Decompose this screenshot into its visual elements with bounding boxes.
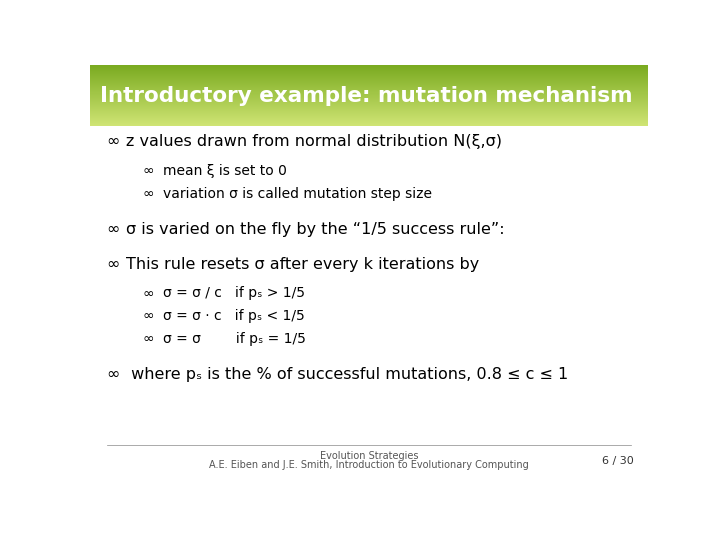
Bar [90,72,648,73]
Bar [90,93,648,94]
Text: ∞: ∞ [143,332,155,346]
Bar [90,77,648,78]
Bar [90,94,648,96]
Text: 6 / 30: 6 / 30 [603,456,634,465]
Text: where pₛ is the % of successful mutations, 0.8 ≤ c ≤ 1: where pₛ is the % of successful mutation… [126,367,569,382]
Bar [90,98,648,99]
Bar [90,124,648,125]
Text: ∞: ∞ [143,187,155,201]
Text: σ = σ / c   if pₛ > 1/5: σ = σ / c if pₛ > 1/5 [163,287,305,300]
Bar [90,84,648,85]
Bar [90,111,648,112]
Bar [90,74,648,75]
Bar [90,92,648,93]
Bar [90,120,648,121]
Bar [90,99,648,100]
Bar [90,83,648,84]
Text: ∞: ∞ [107,367,120,382]
Bar [90,79,648,80]
Bar [90,80,648,81]
Text: ∞: ∞ [107,257,120,272]
Text: ∞: ∞ [143,287,155,300]
Bar [90,71,648,72]
Bar [90,65,648,66]
Text: ∞: ∞ [107,134,120,149]
Bar [90,123,648,124]
Bar [90,86,648,87]
Bar [90,117,648,118]
Bar [90,69,648,70]
Bar [90,125,648,126]
Bar [90,87,648,89]
Bar [90,114,648,115]
Bar [90,103,648,104]
Bar [90,105,648,106]
Bar [90,90,648,91]
Text: This rule resets σ after every k iterations by: This rule resets σ after every k iterati… [126,257,480,272]
Bar [90,109,648,110]
Bar [90,78,648,79]
Bar [90,113,648,114]
Bar [90,89,648,90]
Bar [90,68,648,69]
Bar [90,73,648,74]
Bar [90,107,648,108]
Bar [90,100,648,102]
Text: Introductory example: mutation mechanism: Introductory example: mutation mechanism [100,85,633,105]
Bar [90,112,648,113]
Bar [90,67,648,68]
Bar [90,102,648,103]
Bar [90,81,648,82]
Bar [90,106,648,107]
Bar [90,108,648,109]
Bar [90,116,648,117]
Text: ∞: ∞ [143,164,155,178]
Bar [90,110,648,111]
Text: A.E. Eiben and J.E. Smith, Introduction to Evolutionary Computing: A.E. Eiben and J.E. Smith, Introduction … [209,460,529,470]
Bar [90,85,648,86]
Bar [90,118,648,119]
Bar [90,121,648,122]
Bar [90,97,648,98]
Bar [90,91,648,92]
Text: σ = σ · c   if pₛ < 1/5: σ = σ · c if pₛ < 1/5 [163,309,305,323]
Bar [90,119,648,120]
Bar [90,122,648,123]
Bar [90,66,648,67]
Bar [90,115,648,116]
Text: z values drawn from normal distribution N(ξ,σ): z values drawn from normal distribution … [126,134,503,149]
Bar [90,82,648,83]
Bar [90,76,648,77]
Bar [90,104,648,105]
Bar [90,70,648,71]
Bar [90,75,648,76]
Text: variation σ is called mutation step size: variation σ is called mutation step size [163,187,431,201]
Text: σ is varied on the fly by the “1/5 success rule”:: σ is varied on the fly by the “1/5 succe… [126,221,505,237]
Text: ∞: ∞ [107,221,120,237]
Text: Evolution Strategies: Evolution Strategies [320,451,418,461]
Bar [90,96,648,97]
Text: mean ξ is set to 0: mean ξ is set to 0 [163,164,287,178]
Text: σ = σ        if pₛ = 1/5: σ = σ if pₛ = 1/5 [163,332,305,346]
Text: ∞: ∞ [143,309,155,323]
